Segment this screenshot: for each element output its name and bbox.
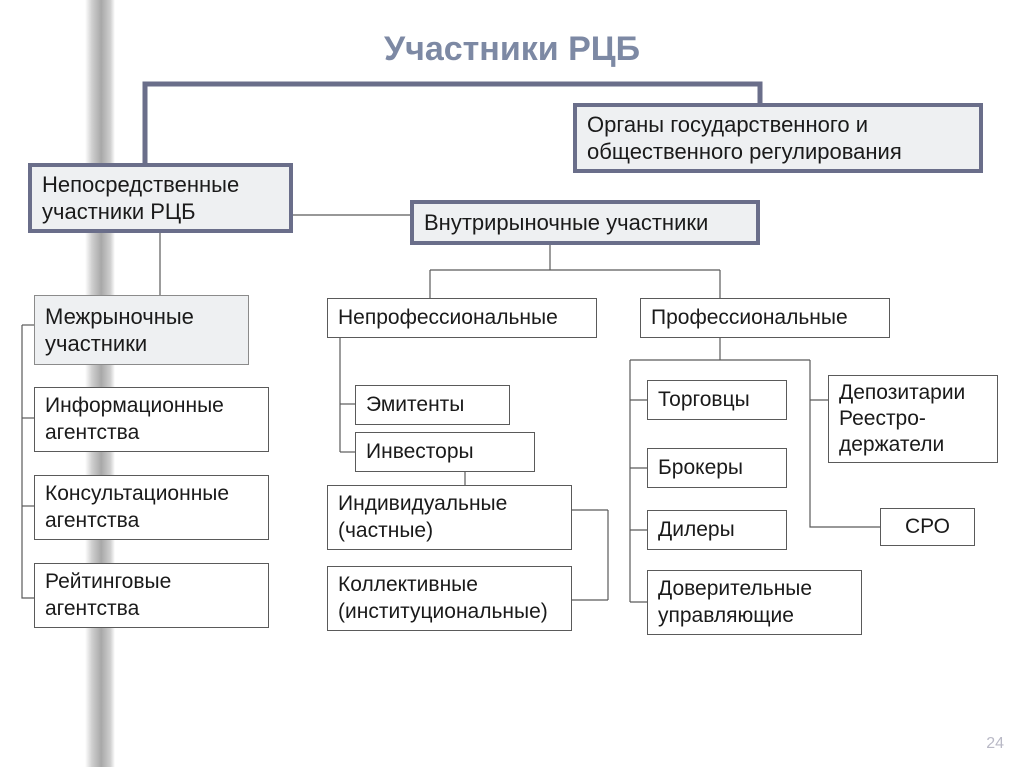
- node-intramarket: Внутрирыночные участники: [410, 200, 760, 245]
- slide-title: Участники РЦБ: [0, 30, 1024, 69]
- node-direct: Непосредственные участники РЦБ: [28, 163, 293, 233]
- node-trade: Торговцы: [647, 380, 787, 420]
- node-intermarket: Межрыночные участники: [34, 295, 249, 365]
- node-collect: Коллективные (институциональные): [327, 566, 572, 631]
- node-depo: Депозитарии Реестро-держатели: [828, 375, 998, 463]
- node-trust: Доверительные управляющие: [647, 570, 862, 635]
- node-indiv: Индивидуальные (частные): [327, 485, 572, 550]
- node-sro: СРО: [880, 508, 975, 546]
- node-consult: Консультационные агентства: [34, 475, 269, 540]
- node-broker: Брокеры: [647, 448, 787, 488]
- node-dealer: Дилеры: [647, 510, 787, 550]
- node-info: Информационные агентства: [34, 387, 269, 452]
- node-invest: Инвесторы: [355, 432, 535, 472]
- node-nonprof: Непрофессиональные: [327, 298, 597, 338]
- node-rating: Рейтинговые агентства: [34, 563, 269, 628]
- node-gov: Органы государственного и общественного …: [573, 103, 983, 173]
- node-prof: Профессиональные: [640, 298, 890, 338]
- page-number: 24: [986, 735, 1004, 753]
- node-emit: Эмитенты: [355, 385, 510, 425]
